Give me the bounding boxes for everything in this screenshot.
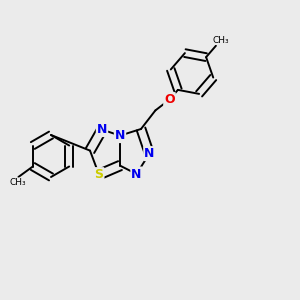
Text: N: N [144,147,154,160]
Text: S: S [94,168,103,181]
Text: CH₃: CH₃ [212,36,229,45]
Text: N: N [97,123,107,136]
Text: N: N [115,129,125,142]
Text: N: N [131,167,142,181]
Text: CH₃: CH₃ [10,178,26,187]
Text: O: O [164,93,175,106]
